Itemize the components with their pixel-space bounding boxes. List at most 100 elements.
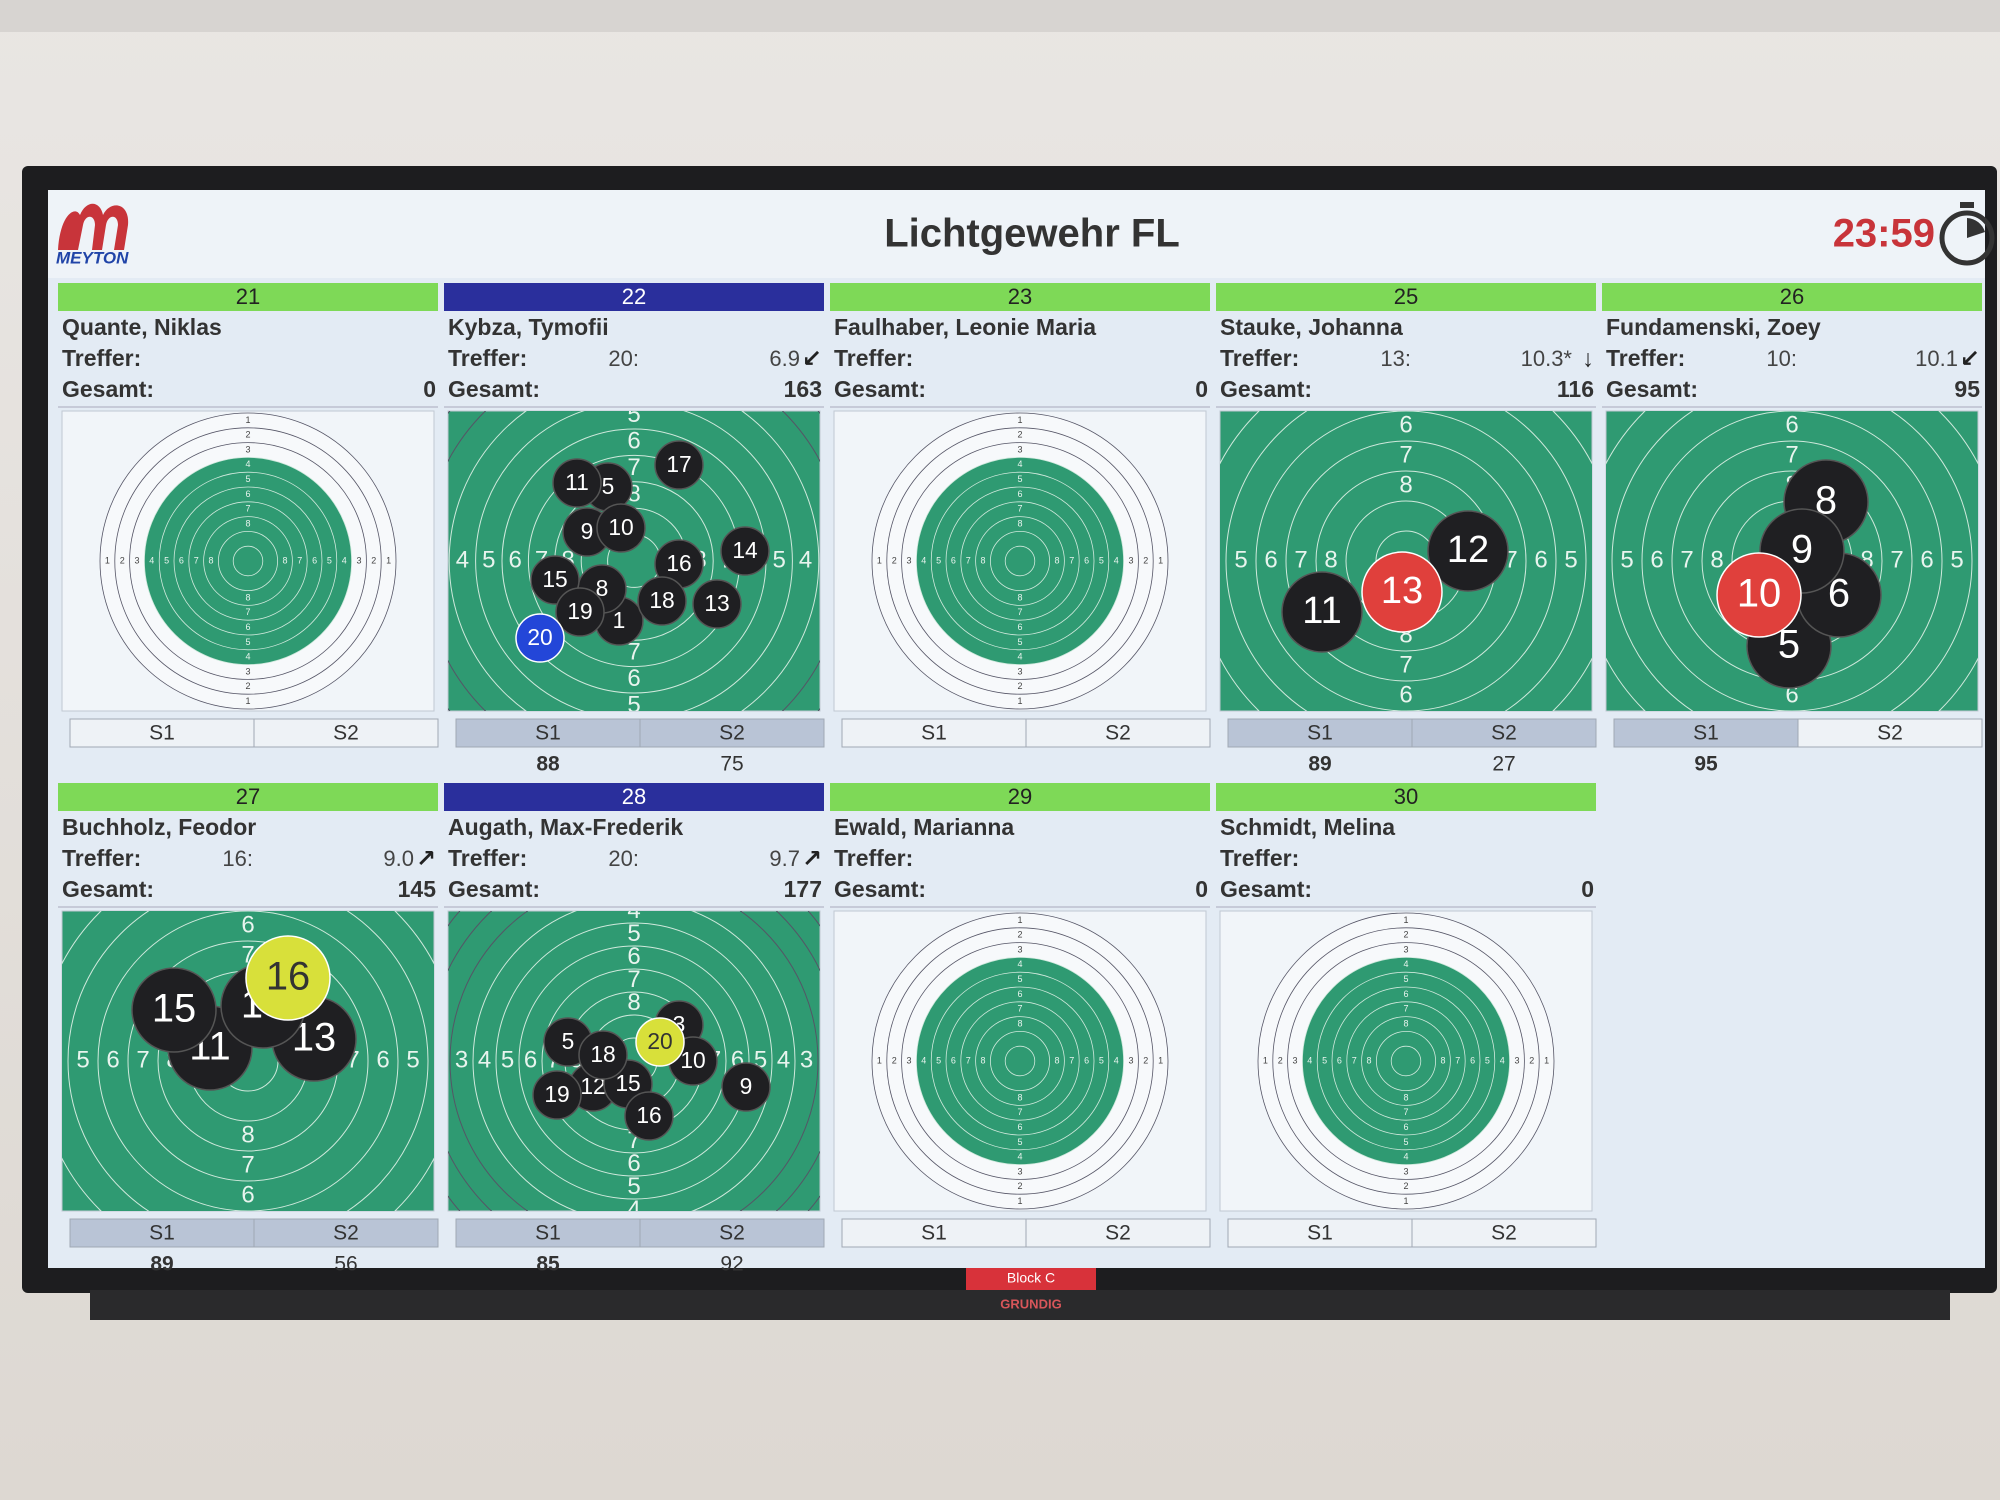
total-value: 177 xyxy=(784,876,822,902)
shot xyxy=(721,1062,771,1112)
ring-number: 7 xyxy=(241,1151,254,1178)
series-tab xyxy=(69,1218,255,1248)
ring-number: 5 xyxy=(245,637,250,647)
ring-number: 6 xyxy=(1403,989,1408,999)
header-bar xyxy=(48,190,1985,278)
ring-number: 5 xyxy=(936,555,941,565)
ring-number: 6 xyxy=(1470,1055,1475,1065)
ring-number: 5 xyxy=(627,692,640,719)
ring-number: 6 xyxy=(1017,989,1022,999)
stopwatch-hand xyxy=(1967,218,1985,238)
hit-number: 20: xyxy=(608,846,639,871)
ring-number: 5 xyxy=(627,920,640,947)
tv-brand: GRUNDIG xyxy=(1000,1296,1061,1311)
target-ring xyxy=(99,412,397,710)
ring-number: 5 xyxy=(327,555,332,565)
ring-number: 1 xyxy=(1017,1196,1022,1206)
lane-bar xyxy=(830,283,1210,311)
target-ring xyxy=(1272,927,1540,1195)
ring-number: 2 xyxy=(1403,1181,1408,1191)
ring-number: 3 xyxy=(134,555,139,565)
target-ring xyxy=(127,940,369,1182)
ring-number: 4 xyxy=(627,1196,640,1223)
total-label: Gesamt: xyxy=(448,376,540,402)
ring-number: 7 xyxy=(627,639,640,666)
lane-number: 21 xyxy=(236,284,260,309)
ring-number: 3 xyxy=(245,444,250,454)
ring-number: 6 xyxy=(1017,489,1022,499)
ring-number: 5 xyxy=(1322,1055,1327,1065)
shot xyxy=(692,579,742,629)
series-tab-label: S2 xyxy=(1105,722,1131,745)
target-ring xyxy=(990,531,1051,592)
ring-number: 6 xyxy=(1017,622,1022,632)
shot-number: 5 xyxy=(602,473,615,499)
lane-bar xyxy=(1216,783,1596,811)
shot-number: 19 xyxy=(544,1081,569,1107)
shot-number: 20 xyxy=(647,1028,672,1054)
timer: 23:59 xyxy=(1833,212,1935,256)
target-ring xyxy=(1004,545,1036,577)
ring-number: 1 xyxy=(1017,415,1022,425)
ring-number: 5 xyxy=(501,1046,514,1073)
ring-number: 7 xyxy=(1017,607,1022,617)
last-shot-value: 10.3* xyxy=(1521,346,1573,371)
target-ring xyxy=(960,1001,1080,1121)
ring-number: 4 xyxy=(1307,1055,1312,1065)
total-value: 0 xyxy=(1581,876,1594,902)
shooter-name: Augath, Max-Frederik xyxy=(448,814,683,840)
ring-number: 6 xyxy=(376,1046,389,1073)
ring-number: 6 xyxy=(1084,555,1089,565)
target-ring xyxy=(1255,411,1557,711)
target-ring xyxy=(1257,912,1555,1210)
series-score: 88 xyxy=(536,753,560,776)
ring-number: 4 xyxy=(921,1055,926,1065)
shot xyxy=(1281,571,1363,653)
ring-number: 1 xyxy=(245,696,250,706)
ring-number: 6 xyxy=(241,1181,254,1208)
shot-number: 19 xyxy=(567,598,592,624)
last-shot-value: 9.7 xyxy=(769,846,800,871)
series-tab xyxy=(455,718,641,748)
ring-number: 2 xyxy=(1143,1055,1148,1065)
ring-number: 3 xyxy=(1128,555,1133,565)
series-tab xyxy=(1797,718,1983,748)
series-tab-label: S2 xyxy=(1105,1222,1131,1245)
ring-number: 8 xyxy=(980,555,985,565)
ring-number: 6 xyxy=(524,1046,537,1073)
ring-number: 2 xyxy=(1017,681,1022,691)
ring-number: 7 xyxy=(297,555,302,565)
series-score: 75 xyxy=(720,753,743,776)
shot-number: 16 xyxy=(666,550,691,576)
ring-number: 7 xyxy=(1069,555,1074,565)
ring-number: 4 xyxy=(1114,555,1119,565)
ring-number: 7 xyxy=(627,966,640,993)
ring-number: 3 xyxy=(1017,1166,1022,1176)
logo-text: MEYTON xyxy=(56,248,129,267)
shot-number: 18 xyxy=(590,1041,615,1067)
ring-number: 8 xyxy=(1017,518,1022,528)
ring-number: 5 xyxy=(1099,555,1104,565)
stopwatch-knob xyxy=(1960,202,1974,208)
ring-number: 4 xyxy=(245,459,250,469)
series-score: 56 xyxy=(334,1253,357,1276)
target-ring xyxy=(916,456,1125,665)
ring-number: 8 xyxy=(1403,1092,1408,1102)
ceiling-strip xyxy=(0,0,2000,32)
series-tab-label: S2 xyxy=(333,722,359,745)
ring-number: 8 xyxy=(1403,1018,1408,1028)
ring-number: 7 xyxy=(245,504,250,514)
series-score: 89 xyxy=(150,1253,173,1276)
ring-number: 2 xyxy=(1017,930,1022,940)
ring-number: 7 xyxy=(1403,1107,1408,1117)
series-tab xyxy=(253,1218,439,1248)
target-black xyxy=(144,457,352,665)
ring-number: 4 xyxy=(1114,1055,1119,1065)
shot-number: 8 xyxy=(1815,479,1837,523)
lane-panel: 25 Stauke, Johanna Treffer: 13: 10.3* ↓ Gesamt… xyxy=(1216,283,1597,776)
hits-label: Treffer: xyxy=(1220,345,1299,371)
ring-number: 7 xyxy=(136,1046,149,1073)
